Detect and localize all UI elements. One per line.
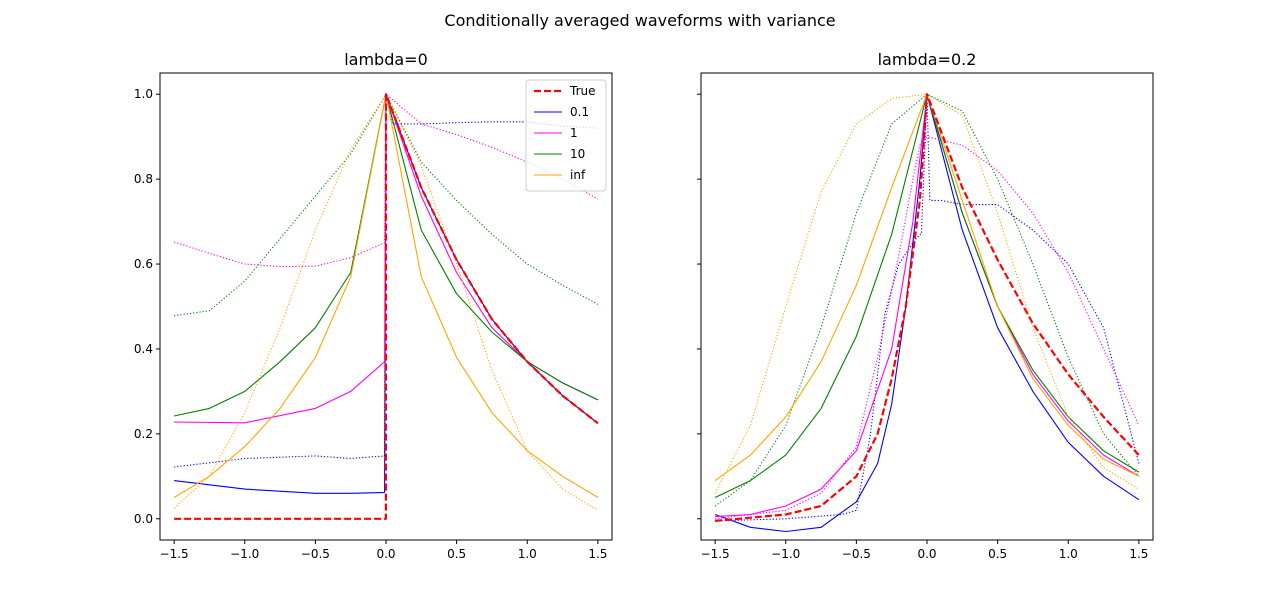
x-tick-label: −0.5	[842, 547, 871, 561]
series-group	[173, 93, 599, 520]
x-tick-label: −1.0	[771, 547, 800, 561]
x-tick-label: 1.5	[1129, 547, 1148, 561]
figure-suptitle: Conditionally averaged waveforms with va…	[444, 11, 835, 30]
series-mean-0-1	[714, 93, 1140, 533]
y-tick-label: 0.4	[134, 342, 153, 356]
x-tick-label: −0.5	[301, 547, 330, 561]
subplot-title: lambda=0	[344, 50, 428, 69]
legend-frame	[525, 79, 607, 192]
x-tick-label: 1.0	[518, 547, 537, 561]
x-tick-label: 0.0	[376, 547, 395, 561]
legend-label: 0.1	[570, 105, 589, 119]
subplot-right: lambda=0.2 −1.5 −1.0 −0.5 0.0 0.5 1.0 1.5	[697, 50, 1154, 561]
x-tick-label: 0.5	[988, 547, 1007, 561]
y-tick-label: 0.6	[134, 257, 153, 271]
series-variance-10	[714, 93, 1140, 507]
x-tick-label: 1.5	[588, 547, 607, 561]
x-tick-label: −1.5	[160, 547, 189, 561]
series-variance-1	[715, 136, 1140, 520]
y-tick-label: 0.8	[134, 172, 153, 186]
legend-label: True	[569, 84, 596, 98]
legend-label: inf	[570, 168, 586, 182]
subplot-left: lambda=0 −1.5 −1.0 −0.5 0.0 0.5 1.0 1.5 0.0 0.2 0.…	[134, 50, 613, 561]
series-mean-true	[715, 93, 1140, 522]
y-tick-label: 0.2	[134, 427, 153, 441]
x-tick-label: −1.0	[230, 547, 259, 561]
legend-label: 10	[570, 147, 585, 161]
subplot-title: lambda=0.2	[878, 50, 977, 69]
legend-label: 1	[570, 126, 578, 140]
x-tick-label: −1.5	[701, 547, 730, 561]
x-tick-label: 0.5	[447, 547, 466, 561]
series-mean-true	[174, 93, 599, 520]
x-tick-label: 0.0	[917, 547, 936, 561]
y-tick-label: 0.0	[134, 512, 153, 526]
x-tick-label: 1.0	[1059, 547, 1078, 561]
series-mean-1	[715, 93, 1140, 518]
legend: True 0.1 1 10 inf	[525, 79, 607, 192]
y-tick-label: 1.0	[134, 87, 153, 101]
series-group	[714, 93, 1140, 533]
series-variance-0-1	[174, 93, 598, 468]
